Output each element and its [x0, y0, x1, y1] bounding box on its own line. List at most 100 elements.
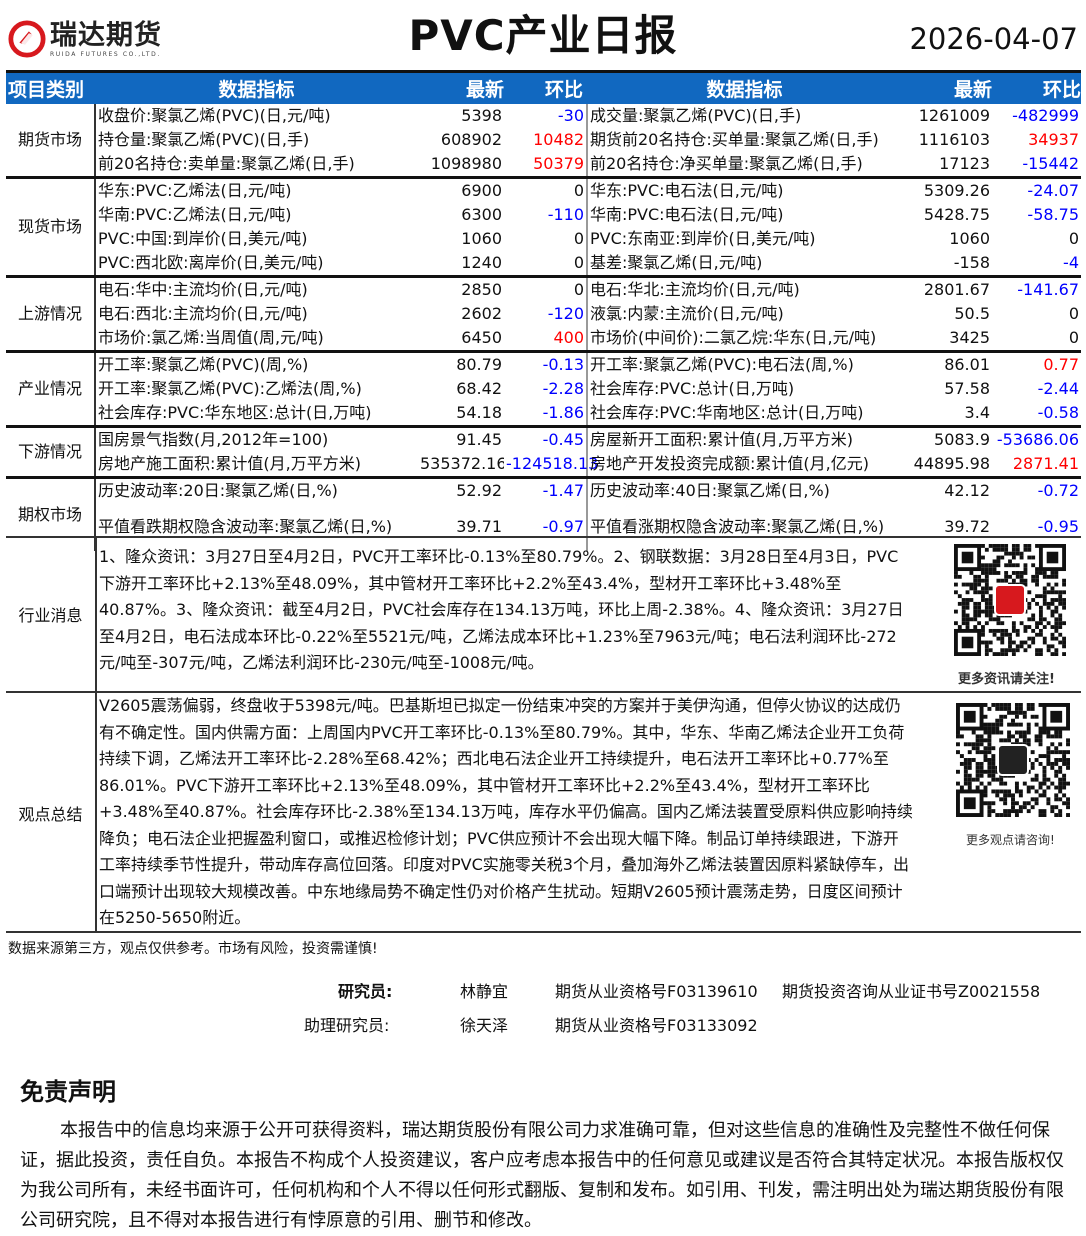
indicator-cell: PVC:中国:到岸价(日,美元/吨) — [98, 228, 308, 248]
change-2-cell: -0.95 — [1037, 516, 1079, 536]
latest-2-cell: 44895.98 — [913, 453, 990, 473]
latest-2-cell: 1060 — [949, 228, 990, 248]
table-row: 开工率:聚氯乙烯(PVC):乙烯法(周,%) 68.42 -2.28 社会库存:PVC… — [6, 376, 1081, 401]
researcher-cert: 期货从业资格号F03139610 — [555, 982, 758, 1001]
change-cell: -124518.13 — [504, 451, 598, 477]
indicator-cell: 开工率:聚氯乙烯(PVC):乙烯法(周,%) — [98, 378, 362, 398]
change-cell: -2.28 — [504, 376, 588, 401]
latest-cell: 91.45 — [418, 424, 504, 452]
indicator-2-cell: 基差:聚氯乙烯(日,元/吨) — [590, 252, 763, 272]
company-logo: 瑞达期货 RUIDA FUTURES CO.,LTD. — [8, 20, 162, 58]
indicator-2-cell: 社会库存:PVC:总计(日,万吨) — [590, 378, 795, 398]
change-2-cell: -15442 — [1022, 153, 1079, 173]
latest-2-cell: 3425 — [949, 327, 990, 347]
latest-2-cell: 1261009 — [918, 105, 990, 125]
col-latest-2: 最新 — [902, 70, 992, 104]
indicator-2-cell: 社会库存:PVC:华南地区:总计(日,万吨) — [590, 402, 864, 422]
latest-2-cell: 5428.75 — [923, 204, 990, 224]
latest-cell: 2850 — [418, 274, 504, 302]
change-cell: -120 — [504, 301, 588, 326]
indicator-cell: 房地产施工面积:累计值(月,万平方米) — [98, 453, 361, 473]
indicator-2-cell: 液氯:内蒙:主流价(日,元/吨) — [590, 303, 784, 323]
researcher-label: 研究员: — [338, 982, 393, 1001]
latest-2-cell: 3.4 — [964, 402, 990, 422]
change-cell: 400 — [504, 325, 588, 351]
indicator-cell: 华南:PVC:乙烯法(日,元/吨) — [98, 204, 292, 224]
table-row: 期权市场 历史波动率:20日:聚氯乙烯(日,%) 52.92 -1.47 历史波动率:4… — [6, 475, 1081, 551]
indicator-cell: 开工率:聚氯乙烯(PVC)(周,%) — [95, 349, 418, 377]
change-2-cell: -53686.06 — [992, 424, 1081, 452]
change-2-cell: 0 — [1068, 327, 1079, 347]
col-category: 项目类别 — [6, 70, 95, 104]
latest-2-cell: 50.5 — [954, 303, 990, 323]
change-cell: 0 — [504, 274, 588, 302]
col-indicator: 数据指标 — [95, 70, 418, 104]
indicator-cell: 社会库存:PVC:华东地区:总计(日,万吨) — [98, 402, 372, 422]
news-label: 行业消息 — [18, 606, 83, 625]
change-2-cell: 34937 — [1028, 129, 1079, 149]
disclaimer-text: 本报告中的信息均来源于公开可获得资料，瑞达期货股份有限公司力求准确可靠，但对这些… — [20, 1120, 1064, 1231]
table-row: 市场价:氯乙烯:当周值(周,元/吨) 6450 400 市场价(中间价):二氯乙烷:华… — [6, 325, 1081, 351]
change-cell: 0 — [504, 226, 588, 251]
latest-2-cell: 1116103 — [918, 129, 990, 149]
indicator-cell: 平值看跌期权隐含波动率:聚氯乙烯(日,%) — [98, 516, 393, 536]
latest-cell: 6300 — [461, 204, 502, 224]
latest-cell: 608902 — [440, 129, 502, 149]
latest-cell: 1098980 — [430, 153, 502, 173]
change-cell: -110 — [504, 202, 588, 227]
indicator-2-cell: 平值看涨期权隐含波动率:聚氯乙烯(日,%) — [590, 516, 885, 536]
change-2-cell: 2871.41 — [1012, 453, 1079, 473]
disclaimer-title: 免责声明 — [20, 1078, 116, 1106]
summary-section: 观点总结 V2605震荡偏弱，终盘收于5398元/吨。巴基斯坦已拟定一份结束冲突… — [6, 691, 1081, 933]
table-row: PVC:中国:到岸价(日,美元/吨) 1060 0 PVC:东南亚:到岸价(日,美元/… — [6, 226, 1081, 251]
wechat-qr-code-icon — [956, 703, 1070, 817]
change-cell: -0.45 — [504, 424, 588, 452]
indicator-cell: 持仓量:聚氯乙烯(PVC)(日,手) — [98, 129, 310, 149]
summary-label: 观点总结 — [18, 805, 83, 824]
indicator-2-cell: 开工率:聚氯乙烯(PVC):电石法(周,%) — [587, 349, 902, 377]
indicator-cell: PVC:西北欧:离岸价(日,美元/吨) — [98, 252, 324, 272]
col-change: 环比 — [504, 70, 587, 104]
latest-cell: 2602 — [461, 303, 502, 323]
table-row: 房地产施工面积:累计值(月,万平方米) 535372.16 -124518.13 房地… — [6, 451, 1081, 477]
table-row: 华南:PVC:乙烯法(日,元/吨) 6300 -110 华南:PVC:电石法(日,元/… — [6, 202, 1081, 227]
qr-code-icon — [954, 544, 1067, 656]
col-indicator-2: 数据指标 — [587, 70, 902, 104]
latest-cell: 52.92 — [418, 475, 504, 503]
change-2-cell: 0 — [1068, 228, 1079, 248]
latest-2-cell: 39.72 — [944, 516, 990, 536]
change-cell: -1.86 — [504, 400, 588, 426]
change-2-cell: -0.72 — [992, 475, 1081, 503]
change-2-cell: -4 — [1063, 252, 1079, 272]
table-row: 下游情况 国房景气指数(月,2012年=100) 91.45 -0.45 房屋新开工面积… — [6, 424, 1081, 477]
report-title: PVC产业日报 — [408, 11, 678, 60]
table-row: 前20名持仓:卖单量:聚氯乙烯(日,手) 1098980 50379 前20名持仓:净… — [6, 151, 1081, 177]
col-change-2: 环比 — [992, 70, 1081, 104]
table-row: 上游情况 电石:华中:主流均价(日,元/吨) 2850 0 电石:华北:主流均价(日,元… — [6, 274, 1081, 351]
category-cell: 期权市场 — [6, 475, 96, 551]
change-cell: -1.47 — [504, 475, 588, 503]
assistant-label: 助理研究员: — [304, 1016, 390, 1035]
indicator-2-cell: 历史波动率:40日:聚氯乙烯(日,%) — [587, 475, 902, 503]
latest-cell: 68.42 — [456, 378, 502, 398]
table-row: 电石:西北:主流均价(日,元/吨) 2602 -120 液氯:内蒙:主流价(日,元/吨… — [6, 301, 1081, 326]
indicator-cell: 收盘价:聚氯乙烯(PVC)(日,元/吨) — [98, 105, 331, 125]
change-2-cell: -482999 — [1012, 105, 1079, 125]
report-header: 瑞达期货 RUIDA FUTURES CO.,LTD. PVC产业日报 2026… — [0, 0, 1086, 68]
indicator-2-cell: PVC:东南亚:到岸价(日,美元/吨) — [590, 228, 816, 248]
category-cell: 产业情况 — [6, 349, 96, 426]
table-row: 持仓量:聚氯乙烯(PVC)(日,手) 608902 10482 期货前20名持仓:买单… — [6, 127, 1081, 152]
latest-cell: 5398 — [461, 105, 502, 125]
researcher-cert2: 期货投资咨询从业证书号Z0021558 — [782, 982, 1041, 1001]
logo-cn: 瑞达期货 — [50, 19, 162, 51]
latest-2-cell: 17123 — [939, 153, 990, 173]
latest-cell: 535372.16 — [420, 453, 504, 473]
indicator-2-cell: 期货前20名持仓:买单量:聚氯乙烯(日,手) — [590, 129, 879, 149]
indicator-2-cell: 前20名持仓:净买单量:聚氯乙烯(日,手) — [590, 153, 863, 173]
change-2-cell: -0.58 — [1037, 402, 1079, 422]
change-cell: -30 — [504, 103, 588, 128]
assistant-cert: 期货从业资格号F03133092 — [555, 1016, 758, 1035]
change-2-cell: 0.77 — [992, 349, 1081, 377]
logo-en: RUIDA FUTURES CO.,LTD. — [50, 50, 161, 58]
indicator-cell: 华东:PVC:乙烯法(日,元/吨) — [95, 175, 418, 203]
